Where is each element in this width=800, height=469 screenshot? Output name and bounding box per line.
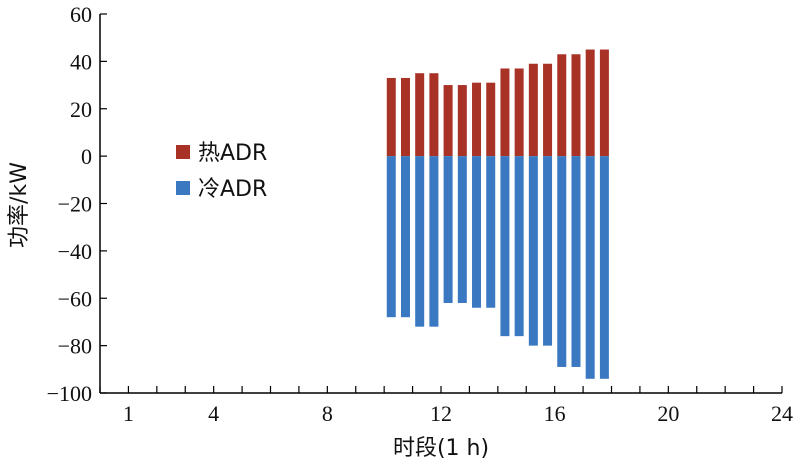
x-tick-label: 1 <box>123 401 134 426</box>
y-tick-label: 40 <box>70 49 92 74</box>
y-tick-label: −40 <box>58 239 92 264</box>
bar-series-0-2 <box>415 73 425 157</box>
bars-layer <box>386 49 609 379</box>
bar-series-1-5 <box>457 156 467 303</box>
legend-swatch-0 <box>176 145 190 159</box>
x-tick-label: 24 <box>771 401 793 426</box>
y-axis-label: 功率/kW <box>7 162 32 248</box>
legend: 热ADR 冷ADR <box>176 141 267 202</box>
bar-series-1-12 <box>557 156 567 367</box>
legend-label-1: 冷ADR <box>198 177 267 202</box>
x-tick-label: 20 <box>657 401 679 426</box>
bar-series-1-10 <box>528 156 538 346</box>
bar-series-1-11 <box>543 156 553 346</box>
bar-series-0-7 <box>486 82 496 157</box>
bar-series-0-0 <box>386 77 396 157</box>
x-tick-label: 16 <box>544 401 566 426</box>
y-tick-label: −20 <box>58 192 92 217</box>
y-tick-label: 20 <box>70 97 92 122</box>
bar-series-1-8 <box>500 156 510 337</box>
bar-series-0-11 <box>543 63 553 157</box>
bar-series-0-9 <box>514 68 524 157</box>
y-tick-label: −60 <box>58 286 92 311</box>
bar-series-1-1 <box>400 156 410 318</box>
bar-series-1-0 <box>386 156 396 318</box>
y-tick-label: −100 <box>47 381 92 406</box>
bar-series-0-8 <box>500 68 510 157</box>
bar-series-1-4 <box>443 156 453 303</box>
bar-series-0-13 <box>571 54 581 157</box>
bar-series-0-12 <box>557 54 567 157</box>
bar-series-1-13 <box>571 156 581 367</box>
y-tick-label: −80 <box>58 334 92 359</box>
bar-series-0-6 <box>472 82 482 157</box>
bar-series-0-14 <box>585 49 595 157</box>
x-tick-label: 12 <box>430 401 452 426</box>
bar-series-1-7 <box>486 156 496 308</box>
bar-series-1-2 <box>415 156 425 327</box>
bar-series-0-15 <box>599 49 609 157</box>
axes-layer: −100 −80 −60 −40 −20 0 20 40 60 1 4 8 12 16 20 24 <box>47 2 793 426</box>
bar-series-1-9 <box>514 156 524 337</box>
bar-series-0-3 <box>429 73 439 157</box>
bar-series-1-6 <box>472 156 482 308</box>
y-tick-label: 60 <box>70 2 92 27</box>
legend-swatch-1 <box>176 181 190 195</box>
bar-series-0-4 <box>443 85 453 157</box>
bar-series-1-3 <box>429 156 439 327</box>
bar-series-1-15 <box>599 156 609 379</box>
bar-series-0-1 <box>400 77 410 157</box>
y-tick-label: 0 <box>81 144 92 169</box>
x-tick-label: 8 <box>322 401 333 426</box>
bar-series-0-5 <box>457 85 467 157</box>
bar-series-0-10 <box>528 63 538 157</box>
bar-series-1-14 <box>585 156 595 379</box>
legend-label-0: 热ADR <box>198 141 267 166</box>
x-tick-label: 4 <box>208 401 219 426</box>
x-axis-label: 时段(1 h) <box>393 436 489 461</box>
